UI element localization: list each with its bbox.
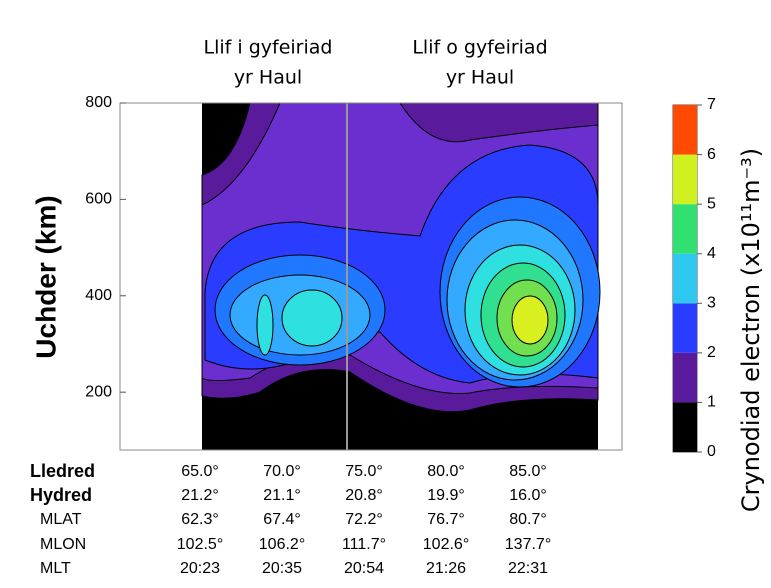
annotation: Llif o gyfeiriad bbox=[412, 37, 547, 59]
colorbar-tick-label: 7 bbox=[707, 96, 716, 113]
colorbar-band bbox=[673, 154, 697, 205]
colorbar-tick-label: 3 bbox=[707, 295, 716, 312]
y-axis-label: Uchder (km) bbox=[30, 195, 61, 358]
annotation: yr Haul bbox=[234, 67, 302, 89]
colorbar-band bbox=[673, 402, 697, 452]
table-cell: 62.3° bbox=[181, 511, 219, 528]
y-tick-label: 400 bbox=[85, 287, 112, 304]
table-cell: 102.6° bbox=[423, 536, 469, 553]
table-cell: 106.2° bbox=[259, 536, 305, 553]
table-cell: 19.9° bbox=[427, 487, 465, 504]
table-cell: 137.7° bbox=[505, 536, 551, 553]
contour-field bbox=[201, 102, 601, 450]
table-cell: 72.2° bbox=[345, 511, 383, 528]
y-tick-label: 800 bbox=[85, 94, 112, 111]
row-label: Lledred bbox=[30, 461, 95, 481]
row-label: MLAT bbox=[40, 511, 82, 528]
colorbar-tick-label: 1 bbox=[707, 394, 716, 411]
annotation: Llif i gyfeiriad bbox=[204, 37, 333, 59]
table-cell: 80.7° bbox=[509, 511, 547, 528]
row-label: MLON bbox=[40, 536, 86, 553]
colorbar-label: Crynodiad electron (x10¹¹m⁻³) bbox=[737, 148, 765, 512]
colorbar-band bbox=[673, 105, 697, 155]
table-cell: 76.7° bbox=[427, 511, 465, 528]
y-tick-label: 200 bbox=[85, 383, 112, 400]
table-cell: 85.0° bbox=[509, 463, 547, 480]
table-cell: 20.8° bbox=[345, 487, 383, 504]
contour-band bbox=[281, 289, 343, 347]
table-cell: 22:31 bbox=[508, 560, 548, 577]
colorbar-tick-label: 4 bbox=[707, 245, 716, 262]
table-cell: 16.0° bbox=[509, 487, 547, 504]
row-label: Hydred bbox=[30, 485, 92, 505]
table-cell: 20:54 bbox=[344, 560, 384, 577]
y-tick-label: 600 bbox=[85, 191, 112, 208]
table-cell: 70.0° bbox=[263, 463, 301, 480]
table-cell: 21.1° bbox=[263, 487, 301, 504]
table-cell: 102.5° bbox=[177, 536, 223, 553]
table-cell: 111.7° bbox=[342, 536, 386, 553]
colorbar-band bbox=[673, 352, 697, 403]
colorbar-tick-label: 0 bbox=[707, 443, 716, 460]
plot-frame bbox=[119, 102, 623, 451]
contour-band bbox=[256, 294, 274, 356]
table-cell: 80.0° bbox=[427, 463, 465, 480]
contour-band bbox=[511, 295, 549, 345]
table-cell: 65.0° bbox=[181, 463, 219, 480]
colorbar-band bbox=[673, 303, 697, 353]
row-label: MLT bbox=[40, 560, 71, 577]
table-cell: 21:26 bbox=[426, 560, 466, 577]
colorbar-band bbox=[673, 204, 697, 254]
colorbar-band bbox=[673, 253, 697, 304]
table-cell: 20:23 bbox=[180, 560, 220, 577]
table-cell: 75.0° bbox=[345, 463, 383, 480]
colorbar-tick-label: 5 bbox=[707, 195, 716, 212]
table-cell: 20:35 bbox=[262, 560, 302, 577]
annotation: yr Haul bbox=[446, 67, 514, 89]
colorbar-tick-label: 6 bbox=[707, 146, 716, 163]
table-cell: 21.2° bbox=[181, 487, 219, 504]
colorbar-tick-label: 2 bbox=[707, 344, 716, 361]
table-cell: 67.4° bbox=[263, 511, 301, 528]
